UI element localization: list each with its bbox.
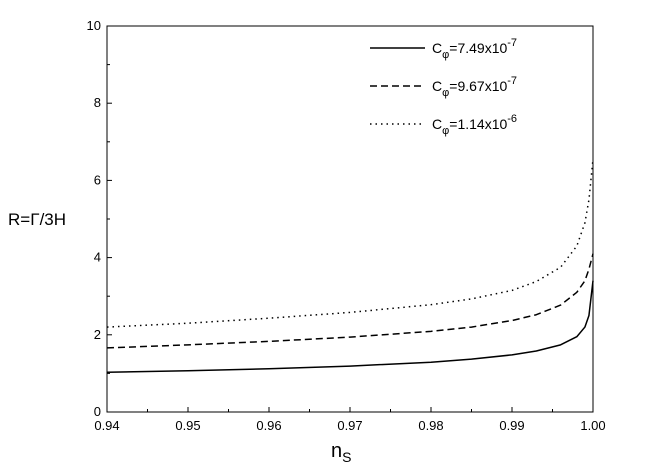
y-tick-label: 0 <box>94 404 101 419</box>
y-tick-label: 8 <box>94 95 101 110</box>
x-axis-title-main: n <box>331 440 342 462</box>
y-tick-label: 6 <box>94 172 101 187</box>
x-axis-title: nS <box>331 440 351 465</box>
legend: Cφ=7.49x10-7 Cφ=9.67x10-7 Cφ=1.14x10-6 <box>370 37 517 137</box>
y-tick-label: 4 <box>94 250 101 265</box>
legend-label-2: Cφ=9.67x10-7 <box>432 75 517 99</box>
series-line-1 <box>106 280 594 373</box>
x-tick-label: 1.00 <box>580 418 605 433</box>
x-tick-label: 0.96 <box>256 418 281 433</box>
x-tick-label: 0.98 <box>418 418 443 433</box>
x-tick-label: 0.94 <box>94 418 119 433</box>
y-axis-title: R=Γ/3H <box>8 210 66 229</box>
legend-label-3: Cφ=1.14x10-6 <box>432 113 517 137</box>
x-tick-label: 0.95 <box>175 418 200 433</box>
x-tick-label: 0.97 <box>337 418 362 433</box>
legend-label-1: Cφ=7.49x10-7 <box>432 37 517 61</box>
y-tick-label: 2 <box>94 327 101 342</box>
x-tick-label: 0.99 <box>499 418 524 433</box>
series-line-2 <box>106 253 594 349</box>
y-axis: 0 2 4 6 8 10 <box>87 18 112 419</box>
x-axis: 0.94 0.95 0.96 0.97 0.98 0.99 1.00 <box>94 407 606 433</box>
x-axis-title-sub: S <box>342 449 351 465</box>
series-line-3 <box>106 159 594 328</box>
y-tick-label: 10 <box>87 18 101 33</box>
series-layer <box>106 159 594 373</box>
